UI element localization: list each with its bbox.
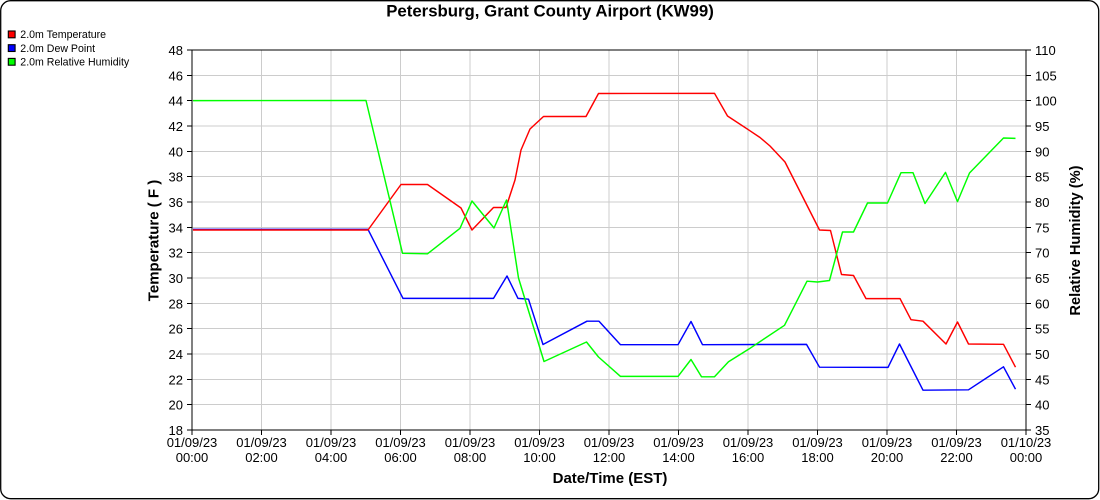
svg-text:95: 95 (1035, 119, 1049, 134)
svg-text:2.0m Dew Point: 2.0m Dew Point (20, 43, 95, 55)
svg-text:30: 30 (169, 271, 183, 286)
svg-text:40: 40 (1035, 398, 1049, 413)
svg-text:01/09/23: 01/09/23 (445, 435, 496, 450)
svg-text:16:00: 16:00 (732, 450, 765, 465)
svg-text:01/09/23: 01/09/23 (584, 435, 635, 450)
svg-text:01/09/23: 01/09/23 (375, 435, 426, 450)
svg-text:01/09/23: 01/09/23 (931, 435, 982, 450)
svg-text:40: 40 (169, 144, 183, 159)
svg-text:01/09/23: 01/09/23 (653, 435, 704, 450)
svg-text:18: 18 (169, 423, 183, 438)
svg-text:32: 32 (169, 246, 183, 261)
svg-text:105: 105 (1035, 68, 1057, 83)
svg-text:50: 50 (1035, 347, 1049, 362)
svg-text:100: 100 (1035, 94, 1057, 109)
svg-text:45: 45 (1035, 372, 1049, 387)
svg-text:Relative Humidity (%): Relative Humidity (%) (1068, 165, 1084, 315)
svg-text:28: 28 (169, 296, 183, 311)
svg-text:01/09/23: 01/09/23 (306, 435, 357, 450)
svg-text:01/09/23: 01/09/23 (723, 435, 774, 450)
svg-text:90: 90 (1035, 144, 1049, 159)
svg-text:46: 46 (169, 68, 183, 83)
svg-text:12:00: 12:00 (593, 450, 626, 465)
svg-text:02:00: 02:00 (245, 450, 278, 465)
svg-text:22:00: 22:00 (940, 450, 973, 465)
svg-text:38: 38 (169, 170, 183, 185)
svg-text:26: 26 (169, 322, 183, 337)
svg-text:85: 85 (1035, 170, 1049, 185)
svg-text:22: 22 (169, 372, 183, 387)
svg-text:2.0m Temperature: 2.0m Temperature (20, 29, 106, 41)
svg-text:70: 70 (1035, 246, 1049, 261)
svg-text:01/09/23: 01/09/23 (167, 435, 218, 450)
svg-text:00:00: 00:00 (176, 450, 209, 465)
svg-text:14:00: 14:00 (662, 450, 695, 465)
svg-text:10:00: 10:00 (523, 450, 556, 465)
svg-text:04:00: 04:00 (315, 450, 348, 465)
svg-text:20:00: 20:00 (871, 450, 904, 465)
svg-text:65: 65 (1035, 271, 1049, 286)
svg-text:18:00: 18:00 (801, 450, 834, 465)
svg-text:35: 35 (1035, 423, 1049, 438)
svg-text:42: 42 (169, 119, 183, 134)
svg-text:24: 24 (169, 347, 183, 362)
svg-text:Petersburg, Grant County Airpo: Petersburg, Grant County Airport (KW99) (386, 1, 714, 20)
svg-text:Date/Time (EST): Date/Time (EST) (553, 470, 668, 487)
svg-text:20: 20 (169, 398, 183, 413)
svg-text:01/09/23: 01/09/23 (514, 435, 565, 450)
svg-text:08:00: 08:00 (454, 450, 487, 465)
svg-text:00:00: 00:00 (1010, 450, 1043, 465)
svg-text:01/09/23: 01/09/23 (792, 435, 843, 450)
svg-text:60: 60 (1035, 296, 1049, 311)
svg-text:55: 55 (1035, 322, 1049, 337)
svg-text:01/09/23: 01/09/23 (862, 435, 913, 450)
svg-text:Temperature ( F ): Temperature ( F ) (146, 180, 163, 301)
svg-text:48: 48 (169, 43, 183, 58)
svg-text:01/10/23: 01/10/23 (1001, 435, 1052, 450)
svg-text:75: 75 (1035, 220, 1049, 235)
svg-text:36: 36 (169, 195, 183, 210)
svg-text:110: 110 (1035, 43, 1056, 58)
svg-text:2.0m Relative Humidity: 2.0m Relative Humidity (20, 57, 130, 69)
svg-text:06:00: 06:00 (384, 450, 417, 465)
svg-text:80: 80 (1035, 195, 1049, 210)
svg-text:44: 44 (169, 94, 183, 109)
svg-text:01/09/23: 01/09/23 (236, 435, 287, 450)
svg-text:34: 34 (169, 220, 183, 235)
